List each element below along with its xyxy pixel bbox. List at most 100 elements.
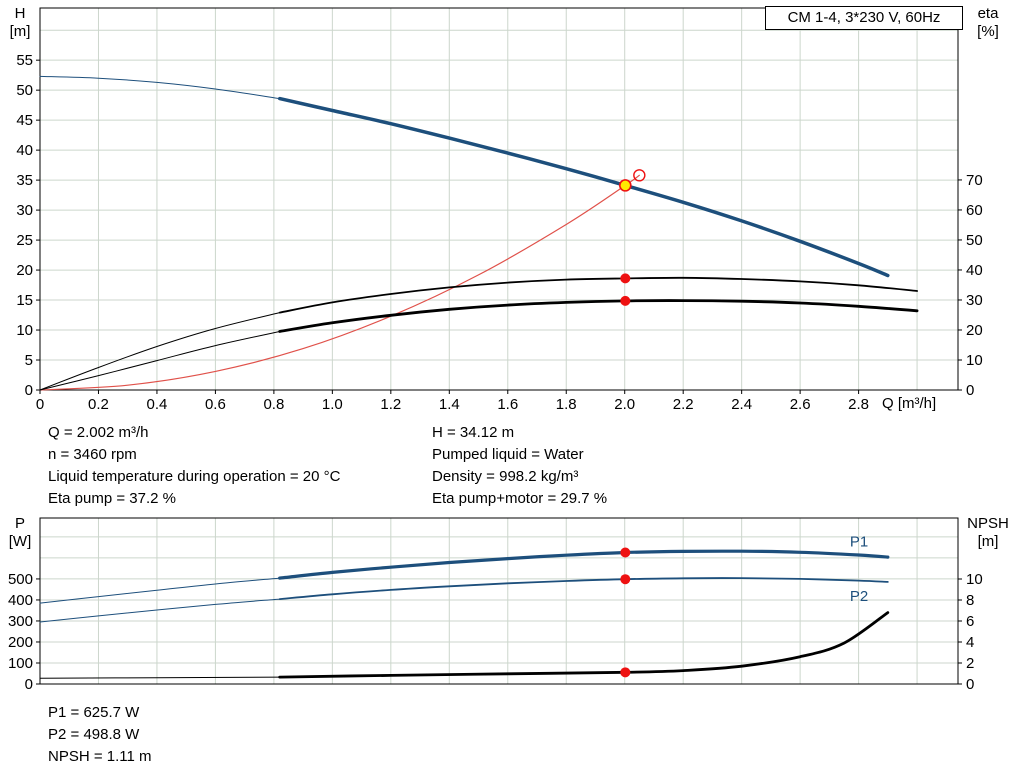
y-right-tick-label: 4 [966, 634, 974, 651]
head-axis-unit: [m] [9, 23, 31, 40]
info-line: Q = 2.002 m³/h [48, 424, 149, 441]
info-line: P2 = 498.8 W [48, 726, 140, 743]
y-left-tick-label: 200 [8, 634, 33, 651]
x-tick-label: 2.6 [790, 396, 811, 413]
duty-info-right-column: H = 34.12 m Pumped liquid = Water Density … [432, 424, 607, 512]
x-tick-label: 0 [36, 396, 44, 413]
x-tick-label: 1.6 [497, 396, 518, 413]
y-right-tick-label: 0 [966, 382, 974, 399]
y-right-tick-label: 8 [966, 592, 974, 609]
p2-curve-lead [39, 598, 281, 623]
y-left-tick-label: 300 [8, 613, 33, 630]
plot-frame [39, 7, 959, 391]
y-right-tick-label: 70 [966, 172, 983, 189]
y-right-tick-label: 30 [966, 292, 983, 309]
flow-axis-label: Q [m³/h] [882, 395, 937, 412]
y-right-tick-label: 6 [966, 613, 974, 630]
x-tick-label: 2.0 [614, 396, 635, 413]
y-left-tick-label: 400 [8, 592, 33, 609]
npsh-axis-symbol: NPSH [967, 515, 1009, 532]
npsh-marker [620, 667, 631, 678]
x-tick-label: 1.0 [322, 396, 343, 413]
system-curve [39, 174, 640, 391]
y-left-tick-label: 30 [16, 202, 33, 219]
y-right-tick-label: 40 [966, 262, 983, 279]
info-line: H = 34.12 m [432, 424, 515, 441]
y-right-tick-label: 60 [966, 202, 983, 219]
duty-info-left-column: Q = 2.002 m³/h n = 3460 rpm Liquid tempera… [48, 424, 340, 512]
y-left-tick-label: 25 [16, 232, 33, 249]
npsh-curve-lead [39, 676, 281, 679]
y-left-tick-label: 10 [16, 322, 33, 339]
info-line: Liquid temperature during operation = 20… [48, 468, 341, 485]
power-axis-symbol: P [14, 515, 25, 532]
head-axis-symbol: H [14, 5, 26, 22]
y-right-tick-label: 2 [966, 655, 974, 672]
p2-curve [278, 577, 889, 600]
head-axis-label: H [m] [2, 5, 38, 41]
eta-pump-curve-lead [39, 312, 281, 391]
info-line: Density = 998.2 kg/m³ [432, 468, 579, 485]
info-line: NPSH = 1.11 m [48, 748, 152, 765]
y-left-tick-label: 55 [16, 52, 33, 69]
y-right-tick-label: 10 [966, 352, 983, 369]
pump-title-box: CM 1-4, 3*230 V, 60Hz [765, 6, 963, 30]
y-left-tick-label: 500 [8, 571, 33, 588]
series-label: P2 [850, 588, 868, 605]
power-axis-unit: [W] [8, 533, 32, 550]
y-left-tick-label: 5 [25, 352, 33, 369]
info-line: Pumped liquid = Water [432, 446, 584, 463]
system-curve-end-marker [633, 169, 646, 182]
y-right-tick-label: 50 [966, 232, 983, 249]
y-left-tick-label: 45 [16, 112, 33, 129]
info-line: Eta pump+motor = 29.7 % [432, 490, 608, 507]
power-info-column: P1 = 625.7 W P2 = 498.8 W NPSH = 1.11 m [48, 704, 152, 770]
hq-curve [277, 96, 890, 278]
y-left-tick-label: 0 [25, 676, 33, 693]
y-left-tick-label: 40 [16, 142, 33, 159]
y-left-tick-label: 100 [8, 655, 33, 672]
y-right-tick-label: 0 [966, 676, 974, 693]
eta-axis-symbol: eta [977, 5, 999, 22]
p2-marker [620, 574, 631, 585]
info-line: n = 3460 rpm [48, 446, 137, 463]
y-left-tick-label: 15 [16, 292, 33, 309]
eta-axis-label: eta [%] [966, 5, 1010, 41]
x-tick-label: 0.8 [263, 396, 284, 413]
y-right-tick-label: 20 [966, 322, 983, 339]
y-left-tick-label: 50 [16, 82, 33, 99]
x-tick-label: 1.8 [556, 396, 577, 413]
series-label: P1 [850, 533, 868, 550]
x-tick-label: 0.6 [205, 396, 226, 413]
p1-curve [278, 549, 890, 580]
p1-marker [620, 547, 631, 558]
eta-pump-motor-curve [278, 299, 919, 333]
hq-curve-lead [39, 75, 281, 100]
info-line: Eta pump = 37.2 % [48, 490, 176, 507]
y-left-tick-label: 0 [25, 382, 33, 399]
y-right-tick-label: 10 [966, 571, 983, 588]
p1-curve-lead [39, 577, 281, 604]
x-tick-label: 0.2 [88, 396, 109, 413]
npsh-curve [278, 611, 890, 679]
x-tick-label: 2.2 [673, 396, 694, 413]
x-tick-label: 1.2 [380, 396, 401, 413]
x-tick-label: 1.4 [439, 396, 460, 413]
eta-pump-marker [620, 273, 631, 284]
y-left-tick-label: 20 [16, 262, 33, 279]
eta-axis-unit: [%] [977, 23, 999, 40]
y-left-tick-label: 35 [16, 172, 33, 189]
npsh-axis-label: NPSH [m] [958, 515, 1018, 551]
eta-pump-motor-marker [620, 295, 631, 306]
x-tick-label: 2.4 [731, 396, 752, 413]
x-tick-label: 0.4 [147, 396, 168, 413]
eta-pump-curve [278, 276, 918, 314]
plot-frame [39, 517, 959, 685]
eta-pump-motor-curve-lead [39, 331, 281, 391]
x-tick-label: 2.8 [848, 396, 869, 413]
info-line: P1 = 625.7 W [48, 704, 140, 721]
npsh-axis-unit: [m] [977, 533, 999, 550]
power-axis-label: P [W] [2, 515, 38, 551]
